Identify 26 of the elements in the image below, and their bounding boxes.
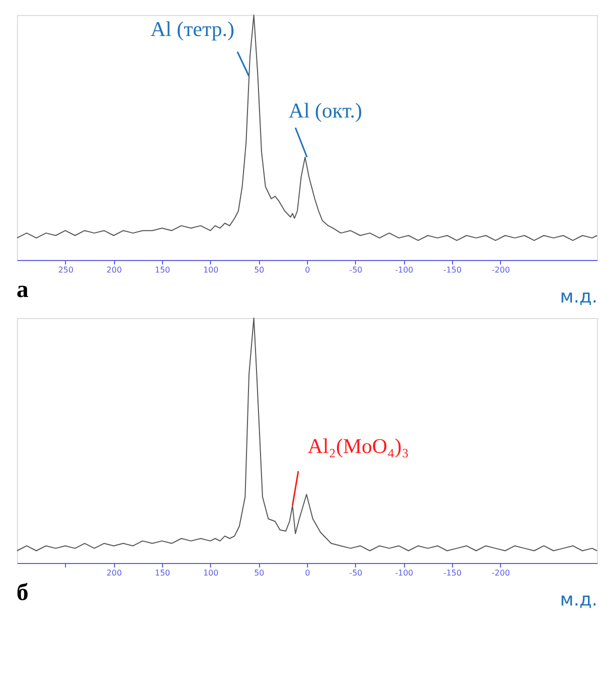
text: б	[16, 580, 28, 606]
x-tick-label: 100	[203, 266, 218, 274]
x-tick-label: 100	[203, 568, 218, 578]
x-tick-label: -100	[395, 568, 414, 578]
annotation: Al (тетр.)	[150, 16, 234, 41]
text: а	[16, 277, 28, 303]
x-axis-title: м.д.	[560, 286, 598, 308]
x-tick-label: -100	[395, 266, 414, 274]
x-tick-label: 150	[154, 266, 170, 274]
x-tick-label: -150	[443, 568, 462, 578]
annotation: Al₂(MoO₄)₃	[308, 434, 409, 458]
x-tick-label: -150	[443, 266, 462, 274]
x-tick-label: 250	[58, 266, 74, 274]
x-tick-label: -200	[492, 568, 510, 578]
x-tick-label: 200	[106, 266, 122, 274]
x-tick-label: 150	[154, 568, 170, 578]
x-tick-label: -200	[492, 266, 510, 274]
annotation: Al (окт.)	[288, 98, 362, 123]
x-tick-label: -50	[349, 266, 362, 274]
x-axis-title: м.д.	[560, 590, 598, 610]
x-tick-label: 0	[304, 568, 310, 578]
x-tick-label: 0	[304, 266, 310, 274]
x-tick-label: 200	[106, 568, 122, 578]
x-tick-label: 50	[254, 266, 264, 274]
x-tick-label: -50	[349, 568, 362, 578]
x-tick-label: 50	[254, 568, 264, 578]
